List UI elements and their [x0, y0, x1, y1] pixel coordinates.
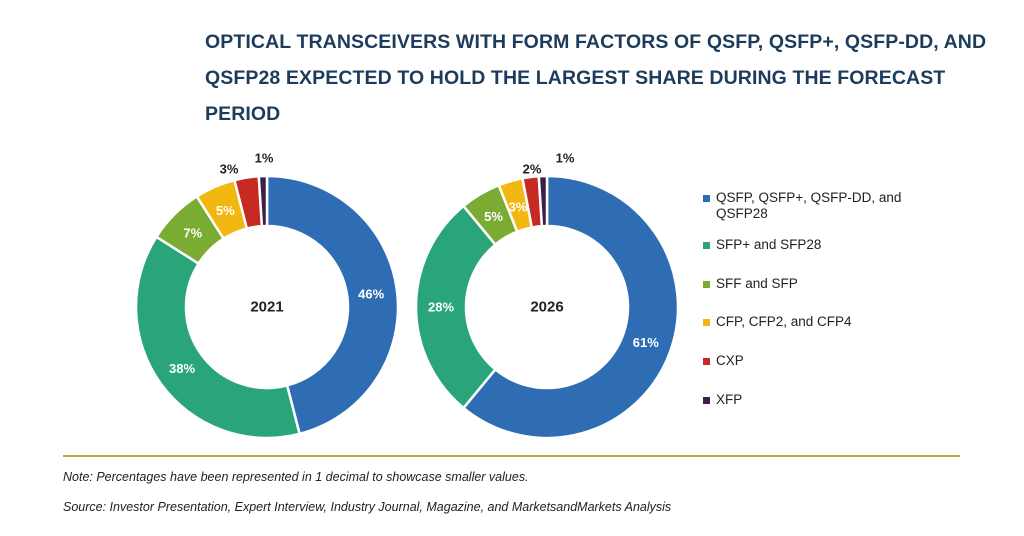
value-label-2021-cxp: 3%: [220, 162, 239, 177]
chart-title-line-2: QSFP28 EXPECTED TO HOLD THE LARGEST SHAR…: [205, 67, 946, 89]
donut-center-label-2021: 2021: [250, 299, 283, 316]
value-label-2026-qsfp-qsfp-qsfp-dd-and-qsfp28: 61%: [633, 335, 659, 350]
footer-divider: [63, 455, 960, 457]
legend-item-cxp: CXP: [703, 353, 946, 369]
legend-label-cxp: CXP: [716, 353, 744, 368]
chart-title-line-3: PERIOD: [205, 103, 281, 125]
legend-item-cfp: CFP, CFP2, and CFP4: [703, 314, 946, 330]
slice-2026-qsfp-qsfp-qsfp-dd-and-qsfp28: [461, 174, 680, 440]
legend-label-xfp: XFP: [716, 392, 743, 407]
legend-label-qsfp: QSFP, QSFP+, QSFP-DD, and QSFP28: [716, 190, 902, 221]
legend-swatch-cxp: [703, 358, 710, 365]
value-label-2021-qsfp-qsfp-qsfp-dd-and-qsfp28: 46%: [358, 286, 384, 301]
legend-swatch-qsfp: [703, 195, 710, 202]
donut-center-label-2026: 2026: [530, 299, 563, 316]
slice-2021-qsfp-qsfp-qsfp-dd-and-qsfp28: [265, 174, 400, 436]
chart-title: OPTICAL TRANSCEIVERS WITH FORM FACTORS O…: [205, 24, 987, 132]
value-label-2026-sfp-and-sfp28: 28%: [428, 300, 454, 315]
footnote-source: Source: Investor Presentation, Expert In…: [63, 500, 672, 514]
value-label-2021-sff-and-sfp: 7%: [183, 225, 202, 240]
slice-2026-xfp: [537, 174, 549, 228]
legend-label-sff: SFF and SFP: [716, 276, 798, 291]
legend-item-xfp: XFP: [703, 392, 946, 408]
legend-swatch-sfp-plus: [703, 242, 710, 249]
slice-2026-sfp-and-sfp28: [414, 204, 498, 410]
chart-title-line-1: OPTICAL TRANSCEIVERS WITH FORM FACTORS O…: [205, 31, 987, 53]
value-label-2026-cxp: 2%: [523, 162, 542, 177]
legend-label-sfp-plus: SFP+ and SFP28: [716, 237, 822, 252]
slice-2021-sfp-and-sfp28: [134, 235, 302, 440]
value-label-2026-sff-and-sfp: 5%: [484, 209, 503, 224]
value-label-2026-xfp: 1%: [556, 151, 575, 166]
slice-2021-xfp: [257, 174, 269, 228]
value-label-2026-cfp-cfp2-and-cfp4: 3%: [509, 200, 528, 215]
legend-item-qsfp: QSFP, QSFP+, QSFP-DD, and QSFP28: [703, 190, 946, 222]
legend-swatch-xfp: [703, 397, 710, 404]
value-label-2021-cfp-cfp2-and-cfp4: 5%: [216, 203, 235, 218]
footnote-note: Note: Percentages have been represented …: [63, 470, 529, 484]
legend-swatch-sff: [703, 281, 710, 288]
donut-chart-2021: 46% 38% 7% 5% 3% 1% 2021: [134, 151, 400, 440]
donut-chart-2026: 61% 28% 5% 3% 2% 1% 2026: [414, 151, 680, 440]
value-label-2021-sfp-and-sfp28: 38%: [169, 361, 195, 376]
legend-item-sff: SFF and SFP: [703, 276, 946, 292]
value-label-2021-xfp: 1%: [255, 151, 274, 166]
legend-item-sfp-plus: SFP+ and SFP28: [703, 237, 946, 253]
legend-swatch-cfp: [703, 319, 710, 326]
legend-label-cfp: CFP, CFP2, and CFP4: [716, 314, 852, 329]
